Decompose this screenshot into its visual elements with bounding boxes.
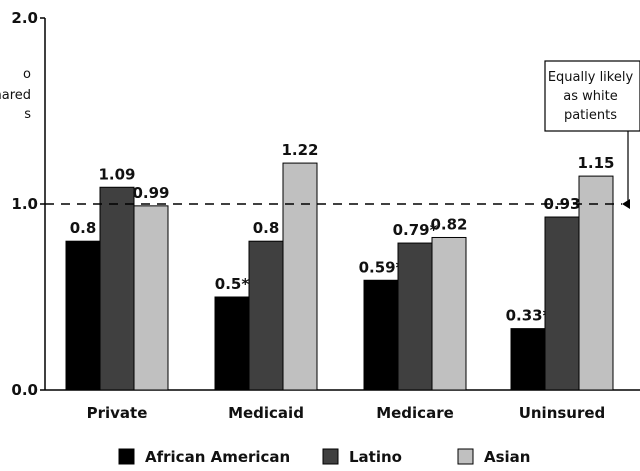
bar: [65, 240, 101, 391]
data-label: 0.99: [132, 184, 169, 202]
x-tick-label: Uninsured: [519, 404, 606, 422]
data-label: 0.59*: [359, 258, 404, 276]
legend-label: Latino: [349, 448, 402, 466]
legend: African American Latino Asian: [118, 448, 530, 466]
bar: [431, 236, 467, 391]
y-tick-label: 0.0: [11, 381, 38, 399]
annotation-text: as white: [563, 89, 617, 104]
bar: [282, 162, 318, 391]
bar: [510, 328, 546, 391]
y-axis-label: o nared s: [0, 67, 31, 122]
y-tick-label: 1.0: [11, 195, 38, 213]
legend-label: African American: [145, 448, 290, 466]
bar: [544, 216, 580, 391]
x-axis: Private Medicaid Medicare Uninsured: [45, 389, 640, 422]
legend-swatch: [118, 448, 135, 465]
annotation-text: patients: [564, 108, 617, 123]
bar: [363, 279, 399, 391]
y-tick-label: 2.0: [11, 9, 38, 27]
x-tick-label: Private: [87, 404, 148, 422]
bar: [133, 205, 169, 391]
x-tick-label: Medicare: [376, 404, 454, 422]
data-label: 1.15: [577, 154, 614, 172]
data-label: 0.79*: [393, 221, 438, 239]
bar: [397, 242, 433, 391]
data-label: 0.5*: [215, 275, 250, 293]
y-axis-label-line: s: [24, 107, 31, 122]
bar: [578, 175, 614, 391]
legend-swatch: [457, 448, 474, 465]
data-label: 0.33*: [506, 307, 551, 325]
annotation: Equally likely as white patients: [544, 60, 640, 209]
y-axis-label-line: o: [23, 67, 31, 82]
annotation-box: [544, 60, 640, 132]
bars: 0.8 1.090.99 0.5* 0.8 1.22 0.59* 0.79*0.82 0.33…: [65, 141, 615, 391]
bar: [248, 240, 284, 391]
bar: [99, 186, 135, 391]
y-axis-label-line: nared: [0, 88, 31, 103]
x-tick-label: Medicaid: [228, 404, 304, 422]
annotation-arrow-head: [622, 199, 630, 209]
data-label: 1.09: [98, 165, 135, 183]
data-label: 0.8: [253, 219, 280, 237]
annotation-text: Equally likely: [548, 70, 634, 85]
data-label: 0.8: [70, 219, 97, 237]
legend-label: Asian: [484, 448, 530, 466]
data-label: 1.22: [281, 141, 318, 159]
legend-swatch: [322, 448, 339, 465]
data-label: 0.82: [430, 215, 467, 233]
bar: [214, 296, 250, 391]
